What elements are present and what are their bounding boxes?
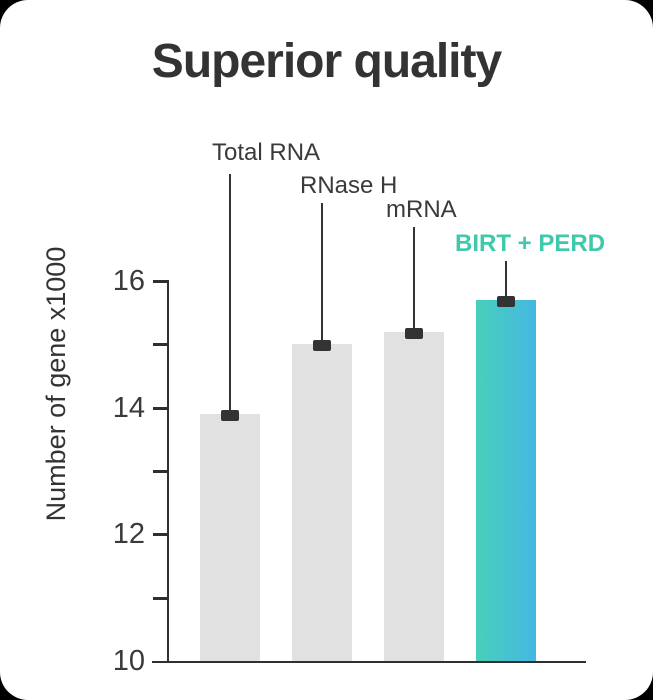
category-label-total-rna: Total RNA bbox=[212, 139, 321, 166]
bar-cap-marker-rnase-h bbox=[313, 340, 331, 352]
x-axis-line bbox=[152, 661, 586, 663]
y-tick-label: 12 bbox=[112, 518, 145, 551]
bar-cap-marker-total-rna bbox=[221, 410, 239, 421]
bar-cap-marker-mrna bbox=[405, 327, 423, 339]
y-axis-title: Number of gene x1000 bbox=[41, 246, 71, 522]
y-tick bbox=[153, 406, 169, 410]
y-tick bbox=[153, 280, 169, 283]
category-label-birt-perd: BIRT + PERD bbox=[455, 230, 606, 257]
category-label-rnase-h: RNase H bbox=[300, 172, 398, 199]
callout-line-total-rna bbox=[229, 174, 231, 410]
category-label-mrna: mRNA bbox=[386, 196, 457, 223]
bar-birt-perd bbox=[476, 300, 536, 661]
y-tick bbox=[153, 343, 169, 347]
callout-line-mrna bbox=[413, 227, 415, 328]
bar-mrna bbox=[384, 331, 444, 661]
callout-line-birt-perd bbox=[505, 261, 507, 296]
chart-title: Superior quality bbox=[151, 35, 502, 88]
y-tick-label: 10 bbox=[112, 645, 145, 677]
bar-cap-marker-birt-perd bbox=[497, 296, 515, 307]
bar-rnase-h bbox=[292, 344, 352, 661]
y-tick-label: 14 bbox=[112, 391, 145, 424]
y-tick bbox=[153, 596, 169, 600]
y-tick bbox=[153, 533, 169, 537]
bar-total-rna bbox=[200, 414, 260, 661]
callout-line-rnase-h bbox=[321, 203, 323, 341]
y-tick-label: 16 bbox=[112, 265, 145, 297]
y-tick bbox=[153, 470, 169, 473]
